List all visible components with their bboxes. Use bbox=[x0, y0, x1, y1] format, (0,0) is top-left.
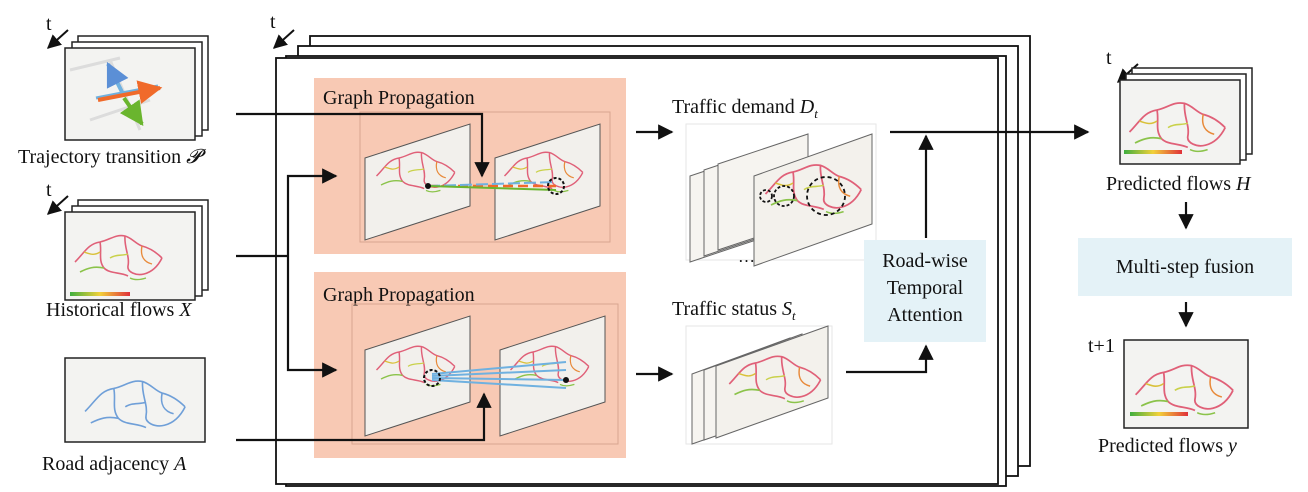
fusion-panel bbox=[1078, 238, 1292, 296]
map-thumbnail bbox=[64, 211, 196, 301]
map-plane bbox=[499, 315, 606, 437]
attention-line-3: Attention bbox=[887, 304, 963, 326]
flow-arrows bbox=[236, 112, 1194, 442]
time-label: t+1 bbox=[1088, 335, 1115, 357]
predicted-flows-y: t+1 Predicted flows y bbox=[1088, 335, 1249, 457]
adjacency-label: Road adjacency A bbox=[42, 453, 187, 475]
adjacency-input: Road adjacency A bbox=[42, 357, 206, 475]
time-arrow-icon bbox=[272, 29, 295, 49]
map-plane bbox=[364, 123, 471, 241]
attention-line-2: Temporal bbox=[887, 277, 964, 299]
propagation-title: Graph Propagation bbox=[323, 87, 475, 109]
attention-block: Road-wise Temporal Attention bbox=[864, 240, 986, 342]
trajectory-label: Trajectory transition 𝓟 bbox=[18, 146, 206, 168]
time-label: t bbox=[1106, 47, 1112, 69]
fusion-label: Multi-step fusion bbox=[1116, 256, 1254, 278]
map-plane bbox=[715, 325, 829, 439]
historical-label: Historical flows X bbox=[46, 299, 192, 321]
attention-panel bbox=[864, 240, 986, 342]
time-label: t bbox=[46, 13, 52, 35]
predicted-h-label: Predicted flows H bbox=[1106, 173, 1252, 195]
predicted-y-label: Predicted flows y bbox=[1098, 435, 1237, 457]
map-plane bbox=[364, 315, 471, 437]
map-thumbnail bbox=[64, 357, 206, 443]
time-arrow-icon bbox=[1116, 63, 1139, 83]
focus-node-icon bbox=[547, 177, 565, 195]
time-arrow-icon bbox=[46, 195, 69, 215]
time-arrow-icon bbox=[46, 29, 69, 49]
map-plane bbox=[753, 133, 873, 267]
time-label: t bbox=[46, 179, 52, 201]
traffic-status: Traffic status St bbox=[672, 298, 833, 445]
traffic-demand: Traffic demand Dt … bbox=[672, 96, 877, 267]
propagation-title: Graph Propagation bbox=[323, 284, 475, 306]
historical-input: t Historical flows X bbox=[46, 179, 209, 321]
trajectory-input: t Trajectory transition 𝓟 bbox=[18, 13, 209, 168]
graph-propagation-top: Graph Propagation bbox=[314, 78, 626, 254]
time-label: t bbox=[270, 11, 276, 33]
attention-line-1: Road-wise bbox=[882, 250, 968, 272]
demand-label: Traffic demand Dt bbox=[672, 96, 818, 121]
demand-ellipsis: … bbox=[738, 247, 755, 266]
predicted-flows-h: t Predicted flows H bbox=[1106, 47, 1253, 195]
graph-propagation-bottom: Graph Propagation bbox=[314, 272, 626, 458]
multi-step-fusion: Multi-step fusion bbox=[1078, 238, 1292, 296]
status-label: Traffic status St bbox=[672, 298, 796, 323]
focus-node-icon bbox=[423, 369, 441, 387]
